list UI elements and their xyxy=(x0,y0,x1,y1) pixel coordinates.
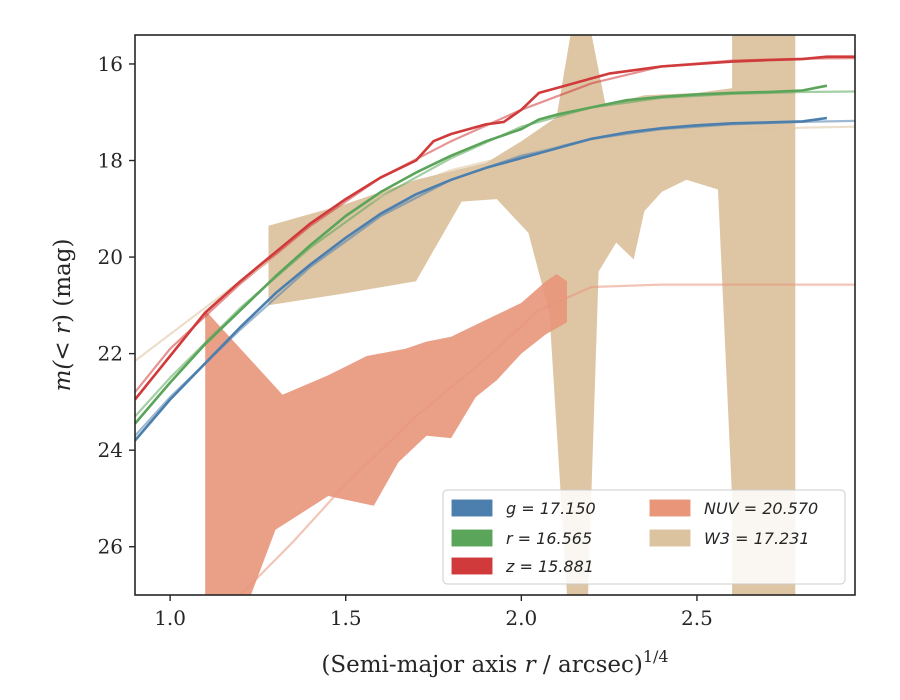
x-tick-label: 2.5 xyxy=(681,606,713,630)
legend-swatch-z xyxy=(451,557,493,575)
g-observed-curve xyxy=(135,116,828,442)
axes-frame xyxy=(134,34,856,596)
x-tick-label: 2.0 xyxy=(505,606,537,630)
legend-label-g: g = 17.150 xyxy=(506,499,596,518)
legend-box xyxy=(442,489,846,585)
x-tick-label: 1.0 xyxy=(154,606,186,630)
y-tick-label: 22 xyxy=(98,342,123,366)
y-tick-label: 18 xyxy=(98,149,123,173)
y-tick-label: 20 xyxy=(98,245,123,269)
plot-area xyxy=(135,35,855,595)
y-axis-label: m(< r) (mag) xyxy=(50,239,76,392)
legend: g = 17.150 r = 16.565 z = 15.881 NUV = 20.5… xyxy=(442,489,846,585)
legend-swatch-w3 xyxy=(649,529,691,547)
w3-band xyxy=(268,35,796,595)
legend-label-w3: W3 = 17.231 xyxy=(704,529,810,548)
legend-label-z: z = 15.881 xyxy=(505,557,594,576)
nuv-model-curve xyxy=(239,283,855,595)
legend-swatch-g xyxy=(451,499,493,517)
legend-swatch-nuv xyxy=(649,499,691,517)
nuv-band xyxy=(205,274,567,595)
x-axis: 1.0 1.5 2.0 2.5 xyxy=(154,595,713,630)
legend-swatch-r xyxy=(451,529,493,547)
y-tick-label: 24 xyxy=(98,438,123,462)
r-observed-curve xyxy=(135,84,828,425)
legend-label-nuv: NUV = 20.570 xyxy=(704,499,818,518)
y-tick-label: 16 xyxy=(98,52,123,76)
y-tick-label: 26 xyxy=(98,535,123,559)
y-axis: 16 18 20 22 24 26 xyxy=(98,52,135,559)
x-axis-label: (Semi-major axis r / arcsec)1/4 xyxy=(321,647,668,678)
x-tick-label: 1.5 xyxy=(330,606,362,630)
legend-label-r: r = 16.565 xyxy=(506,529,592,548)
z-observed-curve xyxy=(135,55,855,401)
